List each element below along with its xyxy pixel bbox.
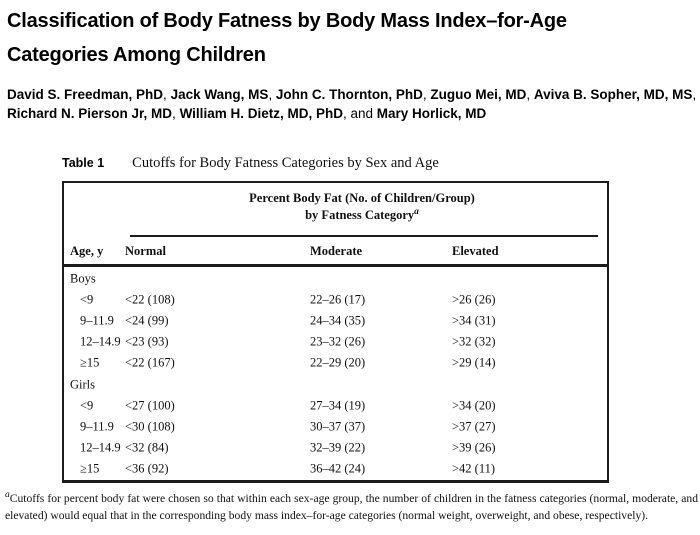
group-row: Boys: [64, 268, 607, 289]
table-row: 9–11.9 <24 (99) 24–34 (35) >34 (31): [64, 310, 607, 331]
column-header-normal: Normal: [125, 244, 166, 258]
cell-elevated: >42 (11): [452, 461, 496, 476]
cell-moderate: 24–34 (35): [310, 313, 366, 328]
cell-normal: <22 (167): [125, 355, 175, 370]
cell-elevated: >34 (20): [452, 398, 496, 413]
table-row: <9 <22 (108) 22–26 (17) >26 (26): [64, 289, 607, 310]
cell-age: ≥15: [80, 461, 100, 476]
cell-moderate: 22–29 (20): [310, 355, 366, 370]
cell-moderate: 30–37 (37): [310, 419, 366, 434]
group-label: Boys: [70, 271, 96, 286]
cell-age: 12–14.9: [80, 440, 121, 455]
spanner-footnote-mark: a: [414, 206, 419, 217]
cell-moderate: 22–26 (17): [310, 292, 366, 307]
spanner-heading-line2: by Fatness Categorya: [126, 207, 598, 224]
column-header-elevated: Elevated: [452, 244, 499, 258]
footnote-mark: a: [5, 490, 10, 501]
cell-moderate: 27–34 (19): [310, 398, 366, 413]
table-caption: Cutoffs for Body Fatness Categories by S…: [132, 155, 439, 171]
cell-elevated: >26 (26): [452, 292, 496, 307]
author-name: David S. Freedman, PhD: [7, 87, 164, 102]
cell-normal: <23 (93): [125, 334, 169, 349]
spanner-heading-line2-text: by Fatness Category: [305, 208, 415, 222]
cell-elevated: >29 (14): [452, 355, 496, 370]
spanner-rule: [130, 235, 598, 237]
author-name: Aviva B. Sopher, MD, MS: [533, 87, 693, 102]
table-caption-row: Table 1 Cutoffs for Body Fatness Categori…: [62, 154, 608, 172]
paper-title: Classification of Body Fatness by Body M…: [7, 10, 567, 66]
cell-normal: <24 (99): [125, 313, 169, 328]
cell-normal: <27 (100): [125, 398, 175, 413]
author-separator: ,: [422, 87, 431, 102]
column-header-age: Age, y: [70, 244, 104, 258]
cell-elevated: >34 (31): [452, 313, 496, 328]
table-row: 12–14.9 <32 (84) 32–39 (22) >39 (26): [64, 438, 607, 459]
cell-elevated: >32 (32): [452, 334, 496, 349]
cell-normal: <30 (108): [125, 419, 175, 434]
cell-elevated: >39 (26): [452, 440, 496, 455]
cell-moderate: 23–32 (26): [310, 334, 366, 349]
author-name: Zuguo Mei, MD: [430, 87, 527, 102]
author-separator: , and: [342, 106, 377, 121]
table-row: <9 <27 (100) 27–34 (19) >34 (20): [64, 395, 607, 416]
table-footnote: aCutoffs for percent body fat were chose…: [5, 490, 698, 524]
spanner-heading: Percent Body Fat (No. of Children/Group)…: [126, 190, 598, 224]
author-separator: ,: [692, 87, 697, 102]
table-label: Table 1: [62, 156, 105, 170]
cell-age: 12–14.9: [80, 334, 121, 349]
cell-elevated: >37 (27): [452, 419, 496, 434]
cell-age: <9: [80, 292, 94, 307]
cell-normal: <22 (108): [125, 292, 175, 307]
author-name: Richard N. Pierson Jr, MD: [7, 106, 173, 121]
author-name: William H. Dietz, MD, PhD: [179, 106, 343, 121]
footnote-text: Cutoffs for percent body fat were chosen…: [5, 492, 698, 522]
table-row: 12–14.9 <23 (93) 23–32 (26) >32 (32): [64, 332, 607, 353]
cell-age: 9–11.9: [80, 419, 114, 434]
table-row: ≥15 <36 (92) 36–42 (24) >42 (11): [64, 459, 607, 480]
table-row: ≥15 <22 (167) 22–29 (20) >29 (14): [64, 353, 607, 374]
author-name: Mary Horlick, MD: [376, 106, 487, 121]
group-label: Girls: [70, 377, 95, 392]
header-rule: [64, 264, 607, 267]
author-separator: ,: [268, 87, 276, 102]
cell-normal: <36 (92): [125, 461, 169, 476]
cell-moderate: 32–39 (22): [310, 440, 366, 455]
cell-moderate: 36–42 (24): [310, 461, 366, 476]
author-separator: ,: [163, 87, 171, 102]
spanner-heading-line1: Percent Body Fat (No. of Children/Group): [249, 191, 475, 205]
cell-age: 9–11.9: [80, 313, 114, 328]
cell-age: <9: [80, 398, 94, 413]
table-body: Boys <9 <22 (108) 22–26 (17) >26 (26) 9–11.9 <…: [64, 268, 607, 480]
cell-normal: <32 (84): [125, 440, 169, 455]
table-row: 9–11.9 <30 (108) 30–37 (37) >37 (27): [64, 416, 607, 437]
author-list: David S. Freedman, PhD, Jack Wang, MS, J…: [7, 85, 699, 123]
group-row: Girls: [64, 374, 607, 395]
author-separator: ,: [172, 106, 180, 121]
author-name: Jack Wang, MS: [170, 87, 269, 102]
cell-age: ≥15: [80, 355, 100, 370]
column-header-moderate: Moderate: [310, 244, 363, 258]
author-name: John C. Thornton, PhD: [275, 87, 423, 102]
author-separator: ,: [526, 87, 534, 102]
table-box: Percent Body Fat (No. of Children/Group)…: [62, 181, 609, 483]
